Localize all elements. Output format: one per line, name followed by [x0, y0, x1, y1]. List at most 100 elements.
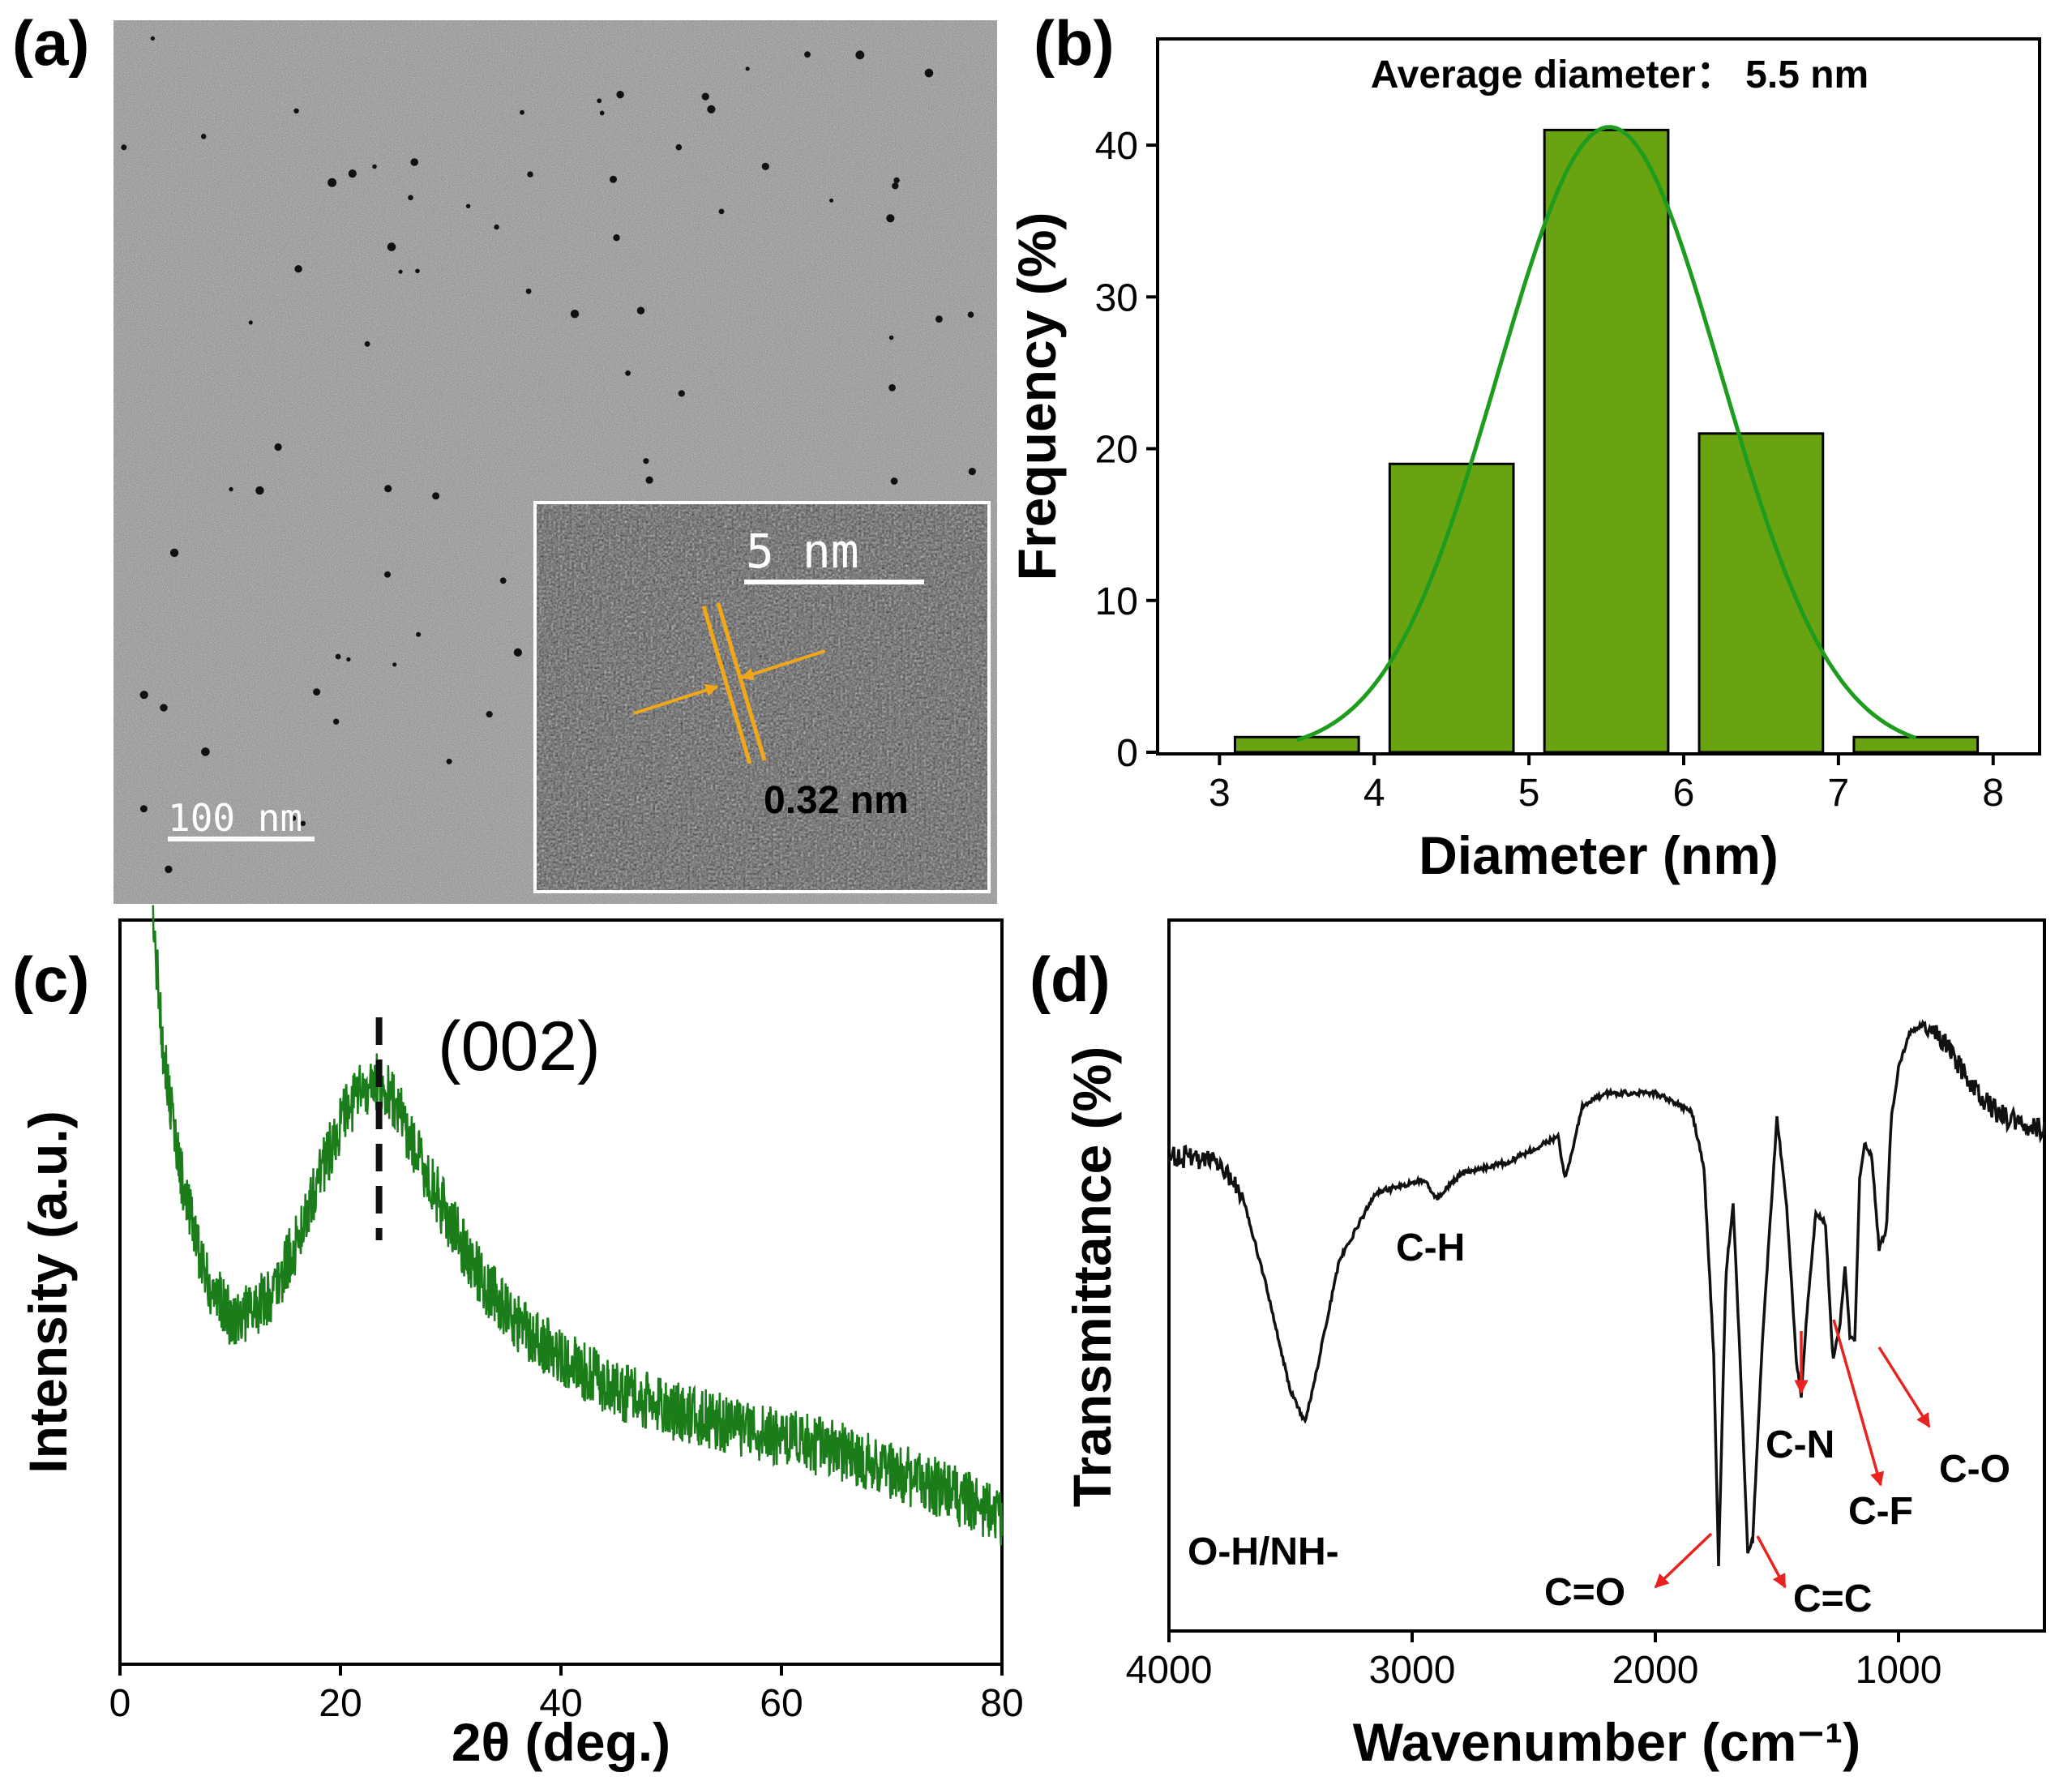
histogram-bar-4 [1852, 735, 1980, 754]
nanoparticle-dot [888, 383, 896, 392]
nanoparticle-dot [410, 158, 418, 166]
annotation-cn: C-N [1766, 1423, 1834, 1466]
nanoparticle-dot [293, 108, 299, 113]
nanoparticle-dot [645, 476, 653, 484]
panel-d: (d) 4000 3000 2000 1000 Wavenumber (cm⁻¹) T… [1030, 918, 2046, 1772]
nanoparticle-dot [499, 577, 507, 584]
panel-a-label: (a) [12, 7, 89, 79]
panel-a: (a) 100 nm 5 nm 0.32 nm [12, 7, 997, 904]
x-tick-label: 8 [1982, 772, 2004, 815]
nanoparticle-dot [718, 208, 725, 215]
nanoparticle-dot [924, 68, 934, 78]
plot-c-x-ticks: 0 20 40 60 80 [109, 1664, 1024, 1725]
nanoparticle-dot [855, 50, 865, 60]
nanoparticle-dot [139, 805, 148, 813]
nanoparticle-dot [804, 51, 811, 58]
histogram-bar-0 [1233, 735, 1360, 754]
nanoparticle-dot [643, 458, 649, 464]
nanoparticle-dot [415, 268, 420, 274]
nanoparticle-dot [248, 320, 253, 325]
nanoparticle-dot [701, 92, 709, 101]
x-tick-label: 3000 [1369, 1649, 1456, 1692]
nanoparticle-dot [599, 110, 605, 116]
nanoparticle-dot [327, 178, 337, 187]
nanoparticle-dot [372, 164, 377, 169]
nanoparticle-dot [229, 486, 233, 492]
nanoparticle-dot [392, 662, 397, 667]
nanoparticle-dot [890, 477, 898, 485]
nanoparticle-dot [597, 98, 602, 104]
x-tick-label: 20 [319, 1682, 362, 1725]
nanoparticle-dot [165, 865, 173, 874]
plot-d-ylabel: Transmittance (%) [1062, 1047, 1122, 1507]
x-tick-label: 80 [980, 1682, 1023, 1725]
x-tick-label: 7 [1828, 772, 1850, 815]
nanoparticle-dot [525, 288, 532, 294]
plot-d-x-ticks: 4000 3000 2000 1000 [1126, 1631, 1942, 1692]
nanoparticle-dot [300, 820, 306, 826]
nanoparticle-dot [893, 177, 900, 184]
nanoparticle-dot [313, 688, 321, 696]
annotation-ch: C-H [1396, 1226, 1465, 1269]
x-tick-label: 4 [1363, 772, 1385, 815]
nanoparticle-dot [494, 224, 499, 230]
arrow-cc-double [1756, 1535, 1787, 1589]
histogram-bar-2 [1543, 128, 1670, 754]
lattice-spacing-label: 0.32 nm [764, 779, 909, 822]
gaussian-fit-curve [1296, 125, 1917, 743]
plot-b-x-ticks: 3 4 5 6 7 8 [1209, 754, 2004, 815]
nanoparticle-dot [255, 486, 264, 495]
panel-b-label: (b) [1034, 7, 1115, 79]
plot-b-ylabel: Frequency (%) [1007, 212, 1067, 581]
nanoparticle-dot [886, 214, 895, 223]
nanoparticle-dot [465, 203, 471, 208]
xrd-pattern-line [152, 905, 1004, 1546]
nanoparticle-dot [384, 485, 392, 493]
hrtem-inset: 5 nm 0.32 nm [533, 501, 991, 893]
arrow-co-double [1654, 1532, 1713, 1589]
nanoparticle-dot [678, 390, 685, 397]
nanoparticle-dot [613, 234, 620, 242]
nanoparticle-dot [829, 198, 834, 203]
nanoparticle-dot [610, 175, 617, 183]
nanoparticle-dot [294, 265, 302, 273]
scale-bar-main-label: 100 nm [168, 796, 302, 840]
nanoparticle-dot [520, 109, 524, 115]
histogram-bar-1 [1388, 462, 1515, 754]
panel-d-label: (d) [1030, 944, 1111, 1015]
annotation-c-o: C-O [1939, 1448, 2010, 1491]
y-tick-label: 0 [1116, 732, 1138, 775]
nanoparticle-dot [408, 195, 413, 201]
annotation-cc-double: C=C [1793, 1577, 1872, 1620]
nanoparticle-dot [892, 182, 899, 190]
nanoparticle-dot [200, 134, 207, 139]
x-tick-label: 5 [1518, 772, 1540, 815]
nanoparticle-dot [274, 443, 282, 452]
arrow-c-o [1877, 1346, 1931, 1428]
nanoparticle-dot [346, 657, 351, 662]
panel-c-label: (c) [12, 944, 89, 1015]
tem-image [113, 20, 997, 904]
annotation-co-double: C=O [1544, 1571, 1625, 1614]
arrow-cf [1832, 1319, 1885, 1487]
x-tick-label: 1000 [1856, 1649, 1942, 1692]
peak-label-002: (002) [438, 1008, 601, 1085]
x-tick-label: 4000 [1126, 1649, 1213, 1692]
x-tick-label: 6 [1673, 772, 1695, 815]
nanoparticle-dot [348, 169, 357, 178]
nanoparticle-dot [169, 548, 179, 558]
nanoparticle-dot [416, 631, 422, 637]
x-tick-label: 3 [1209, 772, 1231, 815]
nanoparticle-dot [636, 306, 645, 315]
nanoparticle-dot [570, 310, 580, 319]
nanoparticle-dot [707, 105, 716, 113]
nanoparticle-dot [513, 648, 523, 657]
nanoparticle-dot [888, 335, 894, 340]
nanoparticle-dot [968, 468, 976, 476]
x-tick-label: 60 [760, 1682, 803, 1725]
nanoparticle-dot [150, 36, 156, 41]
nanoparticle-dot [387, 242, 396, 251]
plot-c-xlabel: 2θ (deg.) [452, 1712, 670, 1772]
nanoparticle-dot [160, 704, 168, 712]
